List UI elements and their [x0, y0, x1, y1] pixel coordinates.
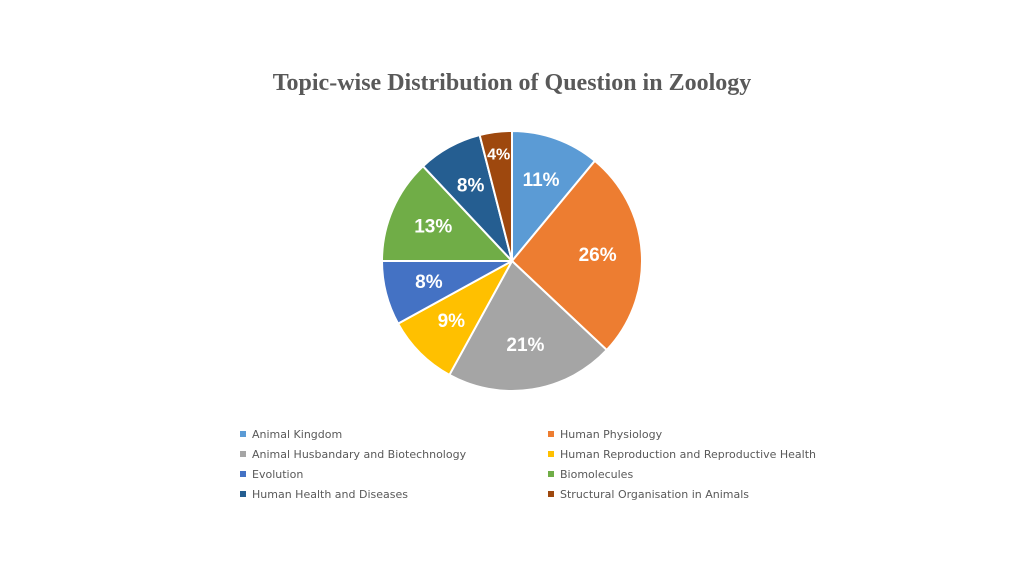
legend-label: Evolution: [252, 467, 304, 481]
legend-swatch: [548, 471, 554, 477]
legend-swatch: [548, 431, 554, 437]
legend-item-animal-husbandary-and-biotechnology: Animal Husbandary and Biotechnology: [240, 446, 548, 462]
chart-title: Topic-wise Distribution of Question in Z…: [272, 70, 752, 96]
pie-slice-animal-kingdom: [511, 129, 597, 264]
legend-item-biomolecules: Biomolecules: [548, 466, 840, 482]
pie-labels: 11%26%21%9%8%13%8%4%: [414, 147, 617, 357]
legend-label: Human Reproduction and Reproductive Heal…: [560, 447, 817, 461]
data-label-animal-kingdom: 11%: [523, 170, 560, 191]
pie-slices: [380, 129, 643, 392]
legend-label: Structural Organisation in Animals: [560, 487, 750, 501]
legend-item-human-health-and-diseases: Human Health and Diseases: [240, 486, 548, 502]
data-label-evolution: 8%: [415, 272, 443, 293]
legend-swatch: [240, 471, 246, 477]
legend-swatch: [240, 451, 246, 457]
legend-label: Animal Husbandary and Biotechnology: [252, 447, 467, 461]
legend-label: Animal Kingdom: [252, 427, 343, 441]
pie-slice-structural-organisation-in-animals: [478, 129, 513, 262]
legend-label: Biomolecules: [560, 467, 634, 481]
legend-swatch: [240, 491, 246, 497]
legend-item-animal-kingdom: Animal Kingdom: [240, 426, 548, 442]
legend-swatch: [548, 451, 554, 457]
legend-item-structural-organisation-in-animals: Structural Organisation in Animals: [548, 486, 840, 502]
data-label-human-health-and-diseases: 8%: [457, 175, 485, 196]
data-label-animal-husbandary-and-biotechnology: 21%: [506, 335, 544, 356]
data-label-human-physiology: 26%: [579, 245, 617, 266]
legend-label: Human Health and Diseases: [252, 487, 408, 501]
data-label-human-reproduction-and-reproductive-health: 9%: [438, 311, 466, 332]
legend-label: Human Physiology: [560, 427, 663, 441]
pie-slice-human-physiology: [510, 159, 643, 352]
data-label-structural-organisation-in-animals: 4%: [487, 147, 510, 164]
data-label-biomolecules: 13%: [414, 216, 452, 237]
pie-slice-animal-husbandary-and-biotechnology: [448, 259, 609, 392]
legend-swatch: [548, 491, 554, 497]
legend-swatch: [240, 431, 246, 437]
legend-item-human-physiology: Human Physiology: [548, 426, 840, 442]
legend-item-human-reproduction-and-reproductive-health: Human Reproduction and Reproductive Heal…: [548, 446, 840, 462]
legend-item-evolution: Evolution: [240, 466, 548, 482]
chart-legend: Animal Kingdom Human Physiology Animal Hus…: [240, 426, 840, 502]
pie-slice-biomolecules: [380, 164, 515, 262]
